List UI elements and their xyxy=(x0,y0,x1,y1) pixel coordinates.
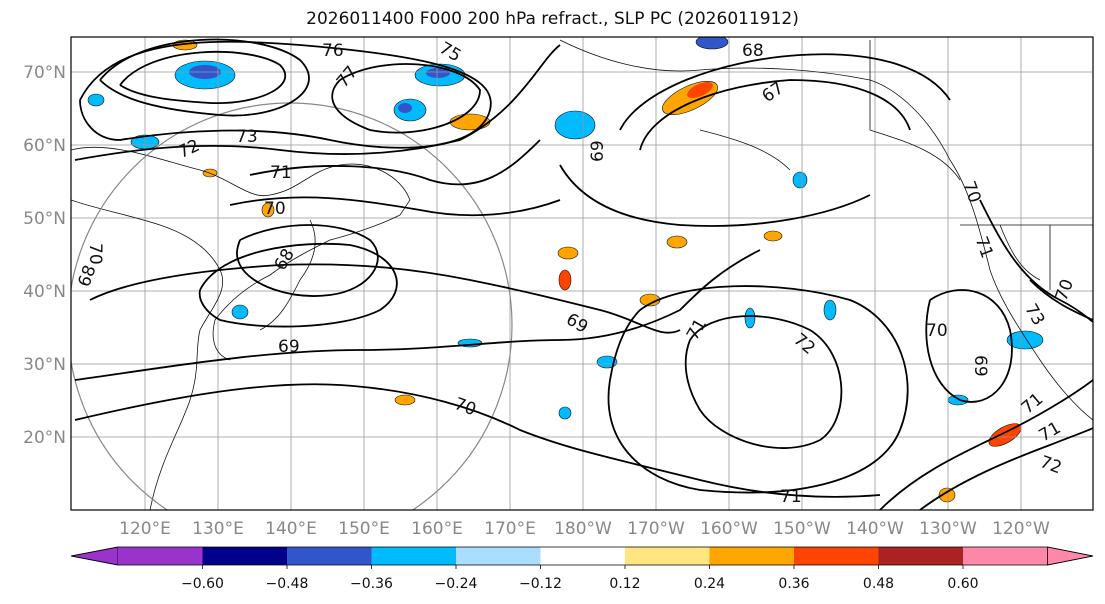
contour-label: 70 xyxy=(926,321,948,341)
colorbar-segment xyxy=(963,547,1048,565)
refractivity-anomaly-shading xyxy=(87,37,1044,503)
contour-label: 72 xyxy=(1037,452,1064,478)
colorbar-segment xyxy=(540,547,625,565)
lon-label: 160°E xyxy=(411,519,463,539)
lat-label: 70°N xyxy=(23,63,66,83)
colorbar-segment xyxy=(1047,546,1094,566)
graticule xyxy=(71,37,1093,510)
lon-label: 120°E xyxy=(119,519,171,539)
colorbar: −0.60 −0.48 −0.36 −0.24 −0.12 0.12 0.24 … xyxy=(70,546,1094,592)
lat-label: 30°N xyxy=(23,355,66,375)
lon-label: 160°W xyxy=(700,519,758,539)
contour-label: 72 xyxy=(175,136,203,163)
lon-label: 130°W xyxy=(919,519,977,539)
lon-label: 150°W xyxy=(773,519,831,539)
colorbar-segment xyxy=(456,547,541,565)
colorbar-segment xyxy=(70,546,119,566)
lon-label: 130°E xyxy=(192,519,244,539)
contour-label: 68 xyxy=(742,41,764,61)
contour-label: 70 xyxy=(264,199,286,219)
contour-label: 71 xyxy=(780,487,802,507)
colorbar-segment xyxy=(625,547,710,565)
colorbar-segment xyxy=(118,547,203,565)
lon-label: 140°E xyxy=(265,519,317,539)
lon-label: 180°W xyxy=(554,519,612,539)
contour-label: 71 xyxy=(270,163,292,183)
contour-label: 73 xyxy=(1020,300,1048,329)
lon-label: 170°W xyxy=(627,519,685,539)
colorbar-tick-marks xyxy=(202,565,964,569)
colorbar-segment xyxy=(287,547,372,565)
lon-label: 120°W xyxy=(992,519,1050,539)
colorbar-segment xyxy=(878,547,963,565)
contour-label: 70 xyxy=(451,394,478,420)
colorbar-tick-label: −0.24 xyxy=(435,576,478,592)
lat-label: 40°N xyxy=(23,282,66,302)
colorbar-outline xyxy=(70,546,1094,566)
colorbar-tick-label: −0.12 xyxy=(519,576,562,592)
contour-label: 69 xyxy=(562,310,591,338)
colorbar-segment xyxy=(371,547,456,565)
colorbar-segment xyxy=(709,547,794,565)
colorbar-tick-label: 0.60 xyxy=(947,576,978,592)
contour-label: 69 xyxy=(970,355,990,377)
lon-label: 150°E xyxy=(338,519,390,539)
colorbar-tick-label: 0.36 xyxy=(778,576,809,592)
lon-label: 140°W xyxy=(846,519,904,539)
contour-label: 71 xyxy=(683,315,711,344)
colorbar-tick-label: 0.24 xyxy=(694,576,725,592)
colorbar-tick-label: 0.48 xyxy=(863,576,894,592)
contour-label: 77 xyxy=(333,62,362,91)
contour-label: 68 xyxy=(271,245,299,274)
colorbar-tick-label: −0.48 xyxy=(266,576,309,592)
colorbar-tick-label: −0.36 xyxy=(350,576,393,592)
contour-label: 71 xyxy=(971,234,997,261)
lat-label: 60°N xyxy=(23,136,66,156)
contour-label: 70 xyxy=(85,243,105,265)
contour-label: 75 xyxy=(436,38,465,66)
colorbar-segment xyxy=(794,547,879,565)
contour-label: 76 xyxy=(322,41,344,61)
slp-contours xyxy=(74,38,1093,510)
contour-label: 69 xyxy=(278,337,300,357)
contour-label: 73 xyxy=(236,127,258,147)
colorbar-tick-label: 0.12 xyxy=(609,576,640,592)
longitude-labels: 120°E 130°E 140°E 150°E 160°E 170°E 180°… xyxy=(119,519,1050,539)
lat-label: 20°N xyxy=(23,428,66,448)
contour-label: 69 xyxy=(588,140,608,162)
lon-label: 170°E xyxy=(484,519,536,539)
latitude-labels: 70°N 60°N 50°N 40°N 30°N 20°N xyxy=(23,63,66,448)
lat-label: 50°N xyxy=(23,209,66,229)
map-frame xyxy=(70,36,1094,511)
contour-label: 70 xyxy=(1052,277,1078,304)
colorbar-tick-label: −0.60 xyxy=(181,576,224,592)
coastlines xyxy=(71,39,1093,510)
contour-label: 68 xyxy=(74,263,100,290)
colorbar-segment xyxy=(202,547,287,565)
contour-label: 71 xyxy=(1018,389,1047,418)
chart-title: 2026011400 F000 200 hPa refract., SLP PC… xyxy=(306,9,799,29)
map-area xyxy=(71,37,1093,510)
